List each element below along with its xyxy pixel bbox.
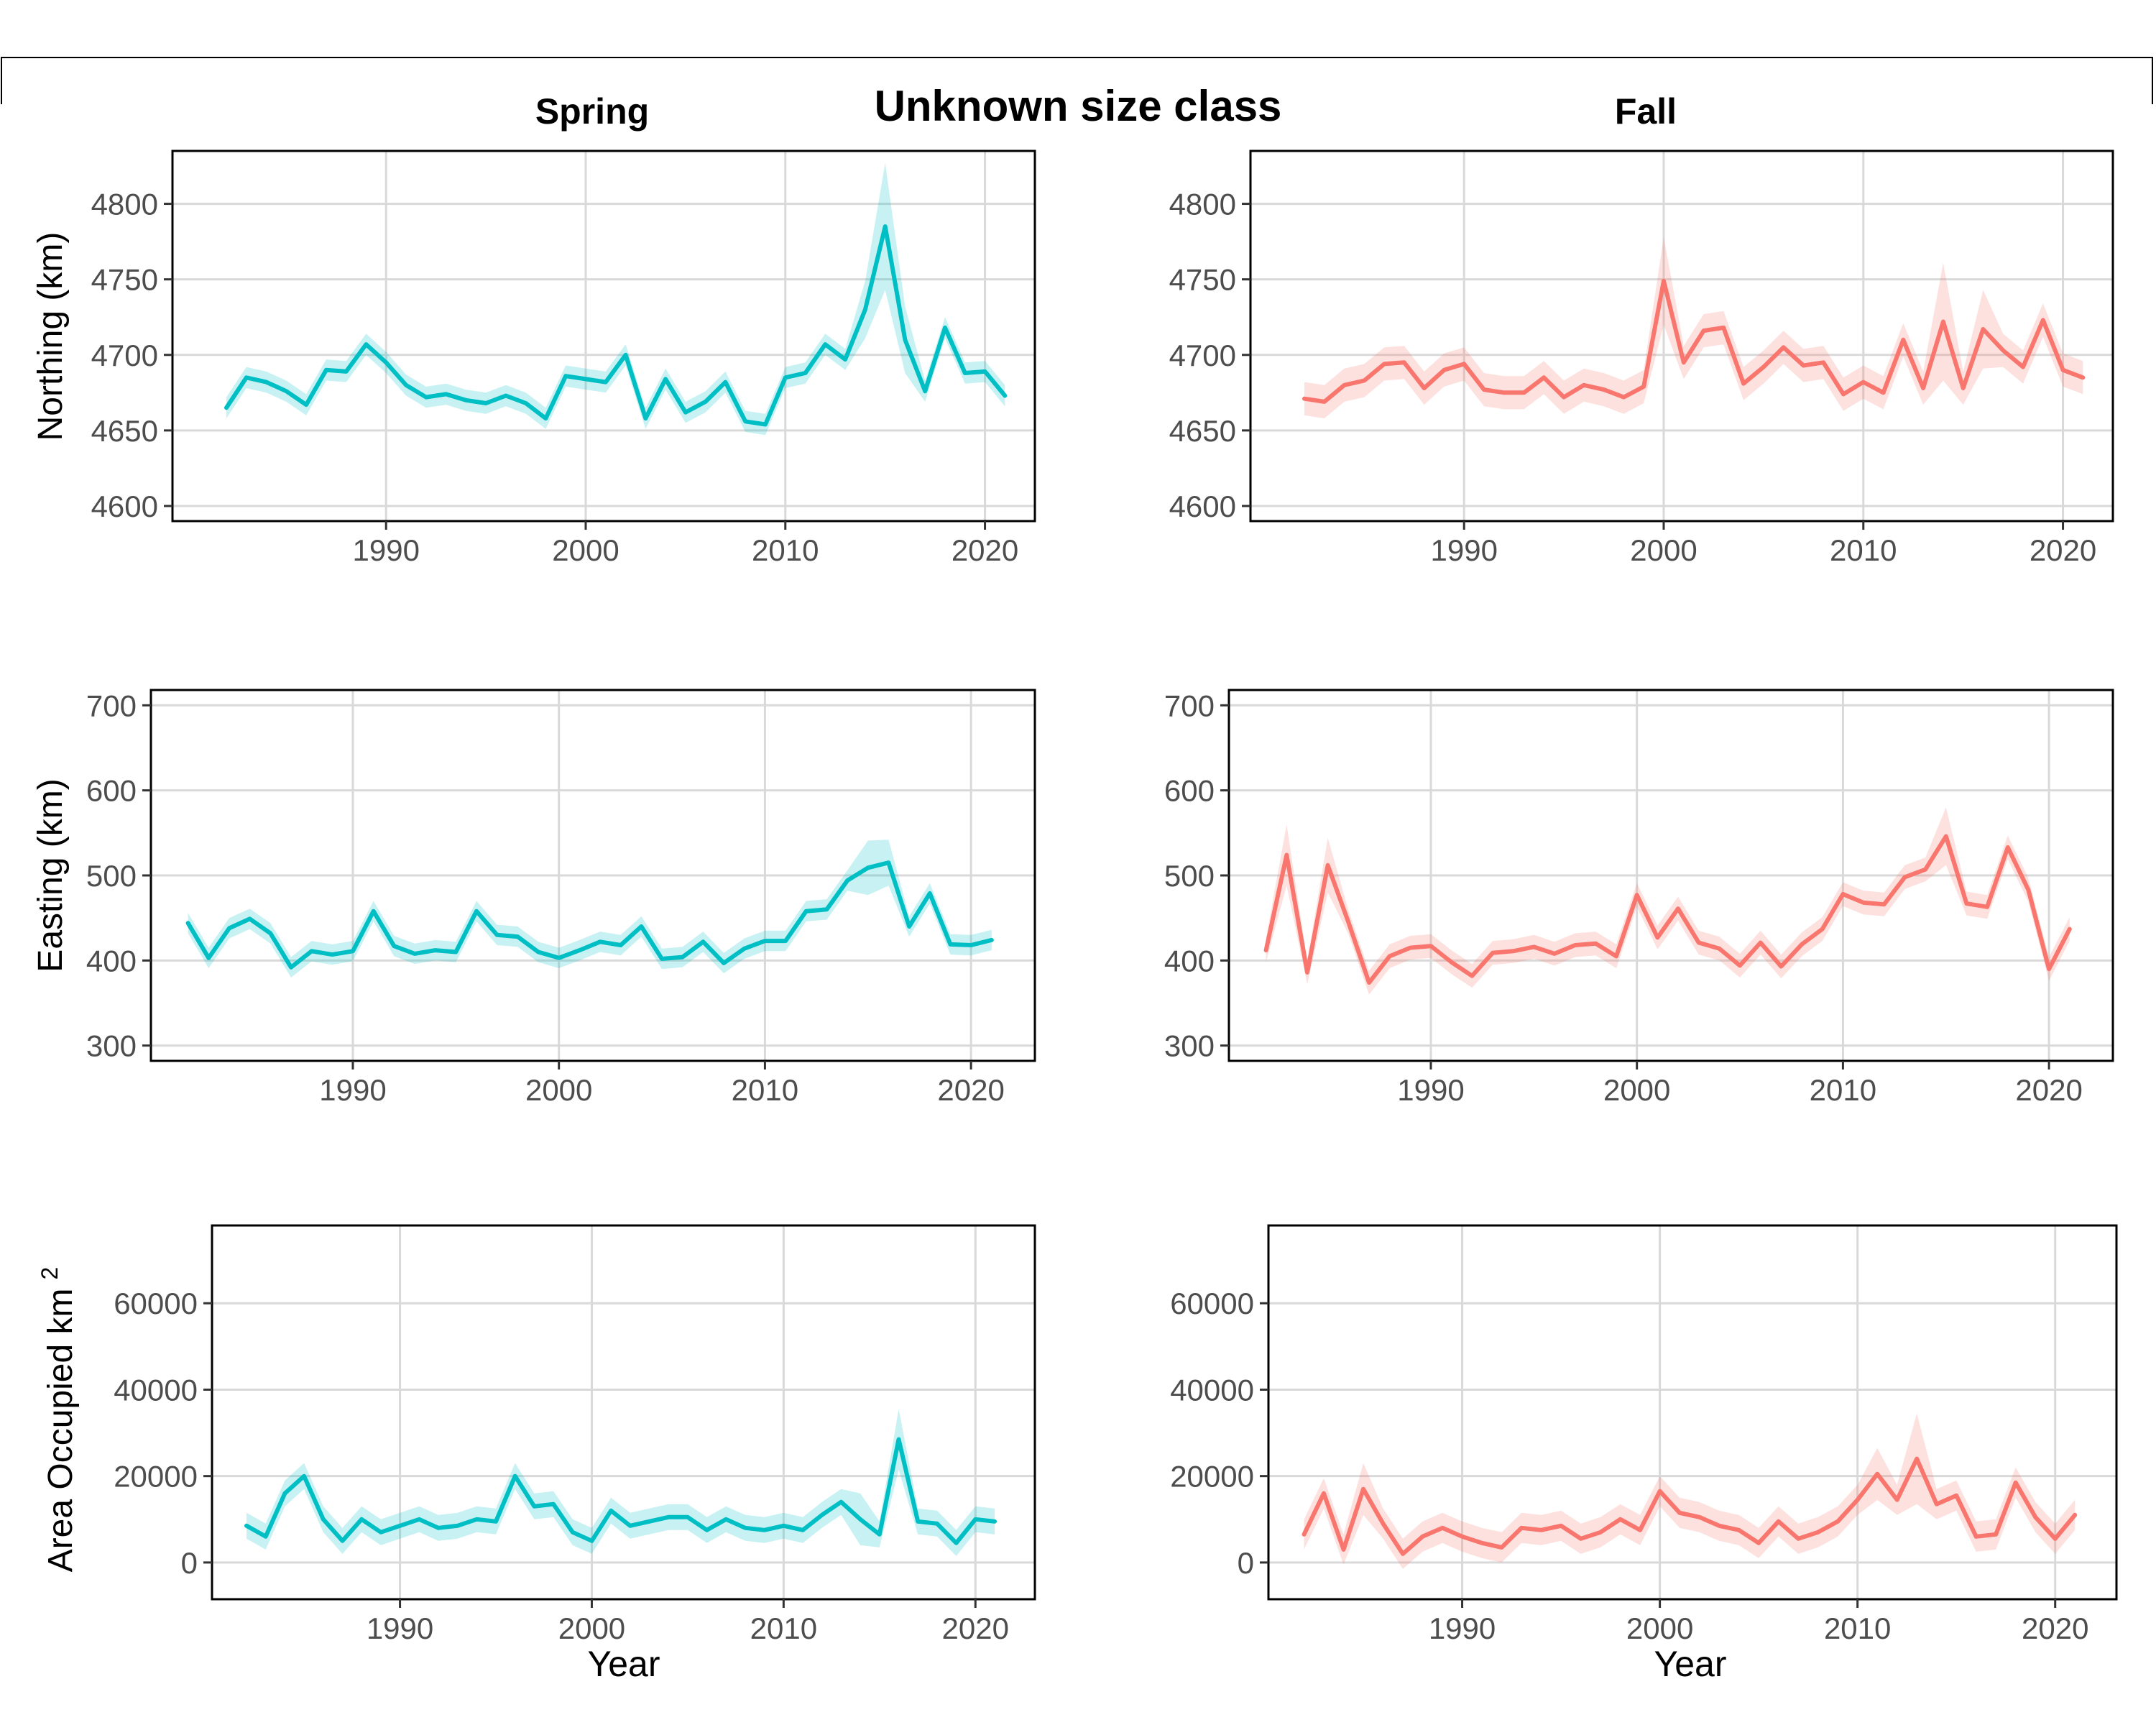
series-line-northing-fall bbox=[1302, 278, 2086, 404]
x-tick-label-2010: 2010 bbox=[1824, 1611, 1891, 1645]
y-tick-label-600: 600 bbox=[86, 774, 137, 808]
panel-border-northing-fall bbox=[1249, 150, 2114, 523]
ci-ribbon-area-spring bbox=[247, 1409, 995, 1556]
y-tick-label-20000: 20000 bbox=[114, 1460, 198, 1494]
y-tick-label-60000: 60000 bbox=[1170, 1287, 1254, 1320]
ci-ribbon-easting-fall bbox=[1266, 807, 2070, 995]
title-bracket bbox=[1, 57, 2153, 104]
panel-border-area-fall bbox=[1267, 1224, 2118, 1601]
panel-easting-spring: 300 400 500 600 700 1990 2000 2010 2020 bbox=[86, 689, 1036, 1107]
column-title-spring: Spring bbox=[535, 91, 649, 132]
x-tick-label-2010: 2010 bbox=[752, 533, 819, 567]
y-tick-label-4700: 4700 bbox=[91, 339, 158, 372]
y-tick-label-400: 400 bbox=[86, 944, 137, 978]
y-axis-label-area: Area Occupied km 2 bbox=[37, 1267, 80, 1573]
y-axis-label-northing: Northing (km) bbox=[32, 232, 70, 441]
y-tick-label-400: 400 bbox=[1164, 944, 1215, 978]
x-axis-label-fall: Year bbox=[1654, 1644, 1726, 1684]
series-line-area-fall bbox=[1302, 1456, 2078, 1556]
x-tick-label-1990: 1990 bbox=[1429, 1611, 1496, 1645]
panel-easting-fall: 300 400 500 600 700 1990 2000 2010 2020 bbox=[1164, 689, 2114, 1107]
x-tick-label-2000: 2000 bbox=[1603, 1073, 1670, 1107]
x-tick-label-2020: 2020 bbox=[2022, 1611, 2088, 1645]
x-tick-label-2010: 2010 bbox=[732, 1073, 798, 1107]
x-tick-label-1990: 1990 bbox=[353, 533, 420, 567]
x-tick-label-2000: 2000 bbox=[558, 1611, 625, 1645]
y-tick-label-4600: 4600 bbox=[1169, 489, 1236, 523]
x-tick-label-2020: 2020 bbox=[2030, 533, 2096, 567]
figure-title: Unknown size class bbox=[875, 82, 1282, 130]
x-tick-label-2010: 2010 bbox=[1830, 533, 1897, 567]
x-tick-label-1990: 1990 bbox=[319, 1073, 386, 1107]
x-tick-label-2000: 2000 bbox=[552, 533, 619, 567]
series-line-easting-fall bbox=[1263, 834, 2072, 985]
y-tick-label-4650: 4650 bbox=[91, 414, 158, 448]
panel-area-fall: 0 20000 40000 60000 1990 2000 2010 2020 bbox=[1170, 1224, 2118, 1645]
x-tick-label-2000: 2000 bbox=[1626, 1611, 1693, 1645]
y-tick-label-500: 500 bbox=[86, 859, 137, 893]
y-tick-label-0: 0 bbox=[1238, 1546, 1254, 1580]
x-tick-label-2010: 2010 bbox=[1810, 1073, 1876, 1107]
y-tick-label-700: 700 bbox=[86, 689, 137, 722]
y-tick-label-0: 0 bbox=[181, 1546, 198, 1580]
panel-northing-spring: 4600 4650 4700 4750 4800 1990 2000 2010 2020 bbox=[91, 150, 1036, 567]
x-tick-label-1990: 1990 bbox=[367, 1611, 433, 1645]
x-tick-label-2000: 2000 bbox=[1630, 533, 1697, 567]
y-tick-label-4700: 4700 bbox=[1169, 339, 1236, 372]
x-tick-label-2020: 2020 bbox=[942, 1611, 1009, 1645]
series-line-northing-spring bbox=[224, 224, 1008, 427]
ci-ribbon-northing-fall bbox=[1304, 236, 2083, 419]
panel-area-spring: 0 20000 40000 60000 1990 2000 2010 2020 bbox=[114, 1224, 1036, 1645]
y-axis-label-area-superscript: 2 bbox=[37, 1267, 63, 1280]
y-tick-label-4750: 4750 bbox=[1169, 263, 1236, 297]
y-tick-label-600: 600 bbox=[1164, 774, 1215, 808]
y-axis-label-easting: Easting (km) bbox=[32, 778, 70, 972]
y-tick-label-700: 700 bbox=[1164, 689, 1215, 722]
x-tick-label-1990: 1990 bbox=[1431, 533, 1498, 567]
y-tick-label-4800: 4800 bbox=[1169, 188, 1236, 221]
panel-border-area-spring bbox=[211, 1224, 1036, 1601]
y-tick-label-60000: 60000 bbox=[114, 1287, 198, 1320]
x-tick-label-2020: 2020 bbox=[937, 1073, 1004, 1107]
x-tick-label-2010: 2010 bbox=[750, 1611, 817, 1645]
y-tick-label-300: 300 bbox=[1164, 1029, 1215, 1063]
x-tick-label-1990: 1990 bbox=[1397, 1073, 1464, 1107]
y-tick-label-300: 300 bbox=[86, 1029, 137, 1063]
y-tick-label-4650: 4650 bbox=[1169, 414, 1236, 448]
x-tick-label-2020: 2020 bbox=[2015, 1073, 2082, 1107]
x-tick-label-2000: 2000 bbox=[525, 1073, 592, 1107]
x-tick-label-2020: 2020 bbox=[952, 533, 1018, 567]
y-tick-label-40000: 40000 bbox=[1170, 1373, 1254, 1407]
y-axis-label-area-text: Area Occupied km bbox=[42, 1288, 80, 1572]
series-line-easting-spring bbox=[185, 860, 994, 970]
panel-border-northing-spring bbox=[171, 150, 1036, 523]
y-tick-label-40000: 40000 bbox=[114, 1373, 198, 1407]
series-line-area-spring bbox=[244, 1437, 997, 1545]
y-tick-label-20000: 20000 bbox=[1170, 1460, 1254, 1494]
y-tick-label-4600: 4600 bbox=[91, 489, 158, 523]
y-tick-label-4750: 4750 bbox=[91, 263, 158, 297]
ci-ribbon-easting-spring bbox=[188, 840, 992, 978]
y-tick-label-500: 500 bbox=[1164, 859, 1215, 893]
y-tick-label-4800: 4800 bbox=[91, 188, 158, 221]
column-title-fall: Fall bbox=[1615, 91, 1677, 132]
panel-northing-fall: 4600 4650 4700 4750 4800 1990 2000 2010 2020 bbox=[1169, 150, 2114, 567]
x-axis-label-spring: Year bbox=[587, 1644, 660, 1684]
ci-ribbon-area-fall bbox=[1304, 1413, 2076, 1569]
